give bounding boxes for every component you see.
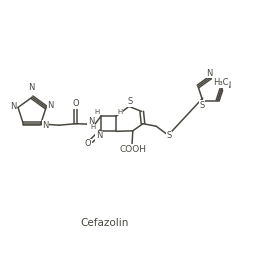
Text: S: S [127, 97, 133, 106]
Text: N: N [88, 117, 94, 126]
Text: H: H [90, 124, 95, 130]
Text: N: N [206, 69, 213, 78]
Text: H: H [94, 109, 100, 115]
Text: O: O [85, 139, 92, 148]
Text: H: H [118, 109, 123, 115]
Text: O: O [72, 99, 79, 108]
Text: S: S [166, 131, 172, 140]
Text: H₃C: H₃C [213, 78, 229, 87]
Text: N: N [224, 81, 230, 90]
Text: N: N [10, 102, 16, 111]
Text: N: N [96, 131, 102, 140]
Text: COOH: COOH [119, 145, 146, 154]
Text: N: N [48, 101, 54, 110]
Text: S: S [199, 101, 205, 110]
Text: Cefazolin: Cefazolin [80, 218, 129, 228]
Text: N: N [42, 121, 48, 130]
Text: N: N [29, 83, 35, 92]
